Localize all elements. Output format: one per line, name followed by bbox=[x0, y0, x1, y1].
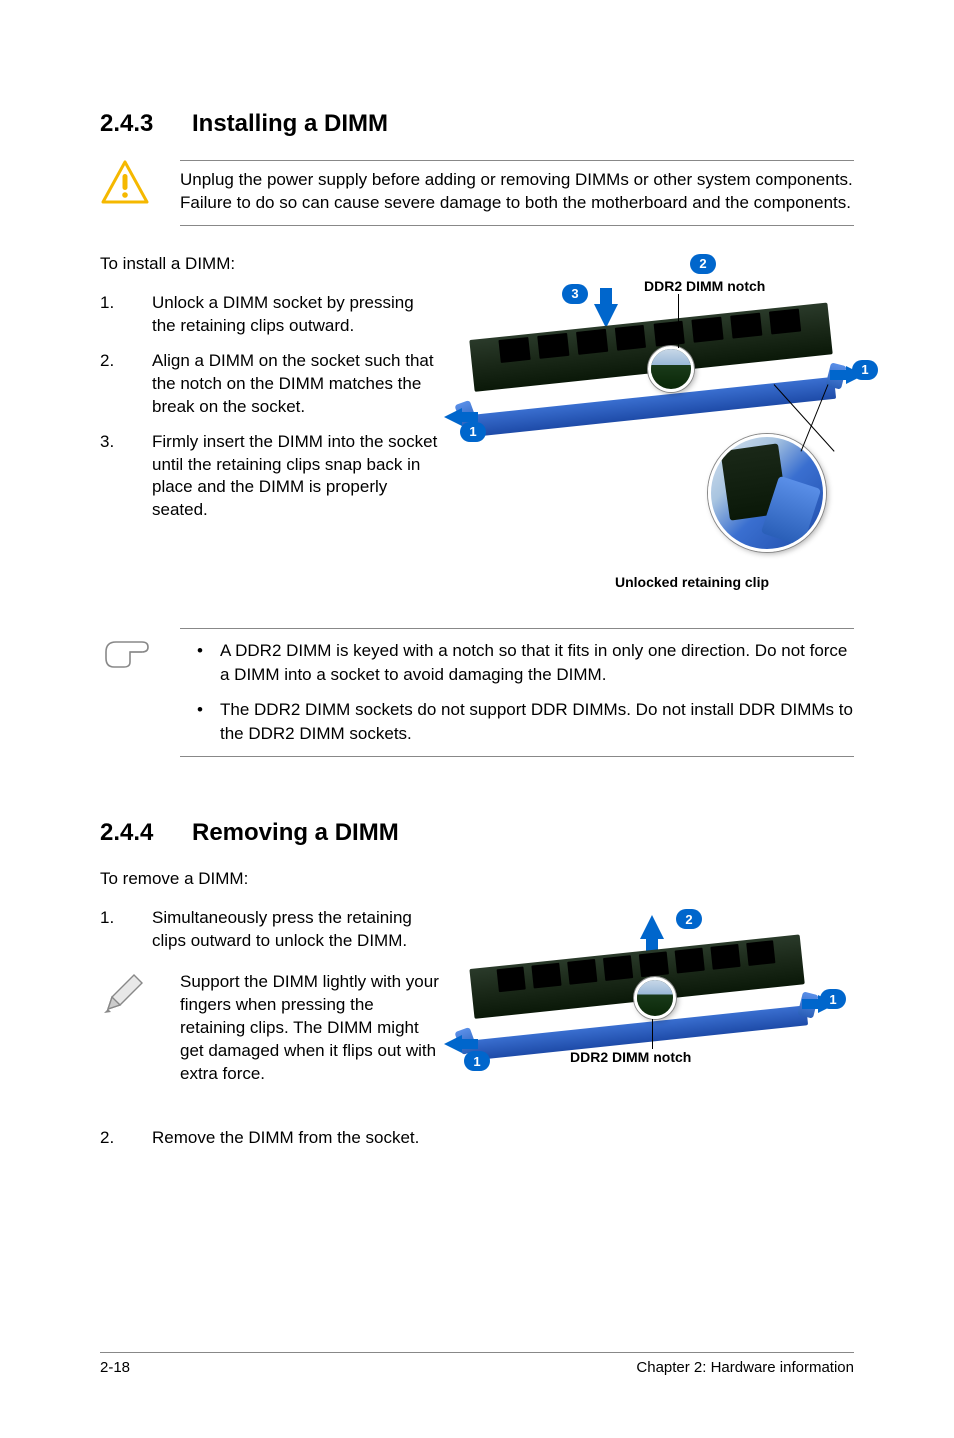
magnifier-clip bbox=[708, 434, 826, 552]
diagram-bubble-2: 2 bbox=[690, 254, 716, 274]
hand-point-icon bbox=[100, 634, 150, 670]
diagram-caption: Unlocked retaining clip bbox=[522, 574, 862, 590]
remove-intro: To remove a DIMM: bbox=[100, 869, 854, 889]
warning-callout: Unplug the power supply before adding or… bbox=[100, 160, 854, 226]
section-heading-install: 2.4.3Installing a DIMM bbox=[100, 110, 854, 138]
diagram-bubble-1-left: 1 bbox=[464, 1051, 490, 1071]
remove-diagram: 2 1 1 DDR2 bbox=[452, 907, 832, 1107]
remove-steps-2: Remove the DIMM from the socket. bbox=[100, 1127, 854, 1150]
notch-label: DDR2 DIMM notch bbox=[570, 1049, 691, 1065]
callout-line bbox=[652, 1019, 653, 1049]
arrow-up-icon bbox=[640, 915, 664, 939]
install-intro: To install a DIMM: bbox=[100, 254, 440, 274]
install-steps: Unlock a DIMM socket by pressing the ret… bbox=[100, 292, 440, 522]
arrow-left-icon bbox=[444, 408, 462, 426]
remove-steps-1: Simultaneously press the retaining clips… bbox=[100, 907, 440, 953]
arrow-left-icon bbox=[444, 1035, 462, 1053]
install-step: Align a DIMM on the socket such that the… bbox=[100, 350, 440, 419]
page-number: 2-18 bbox=[100, 1359, 130, 1376]
magnifier-notch bbox=[648, 346, 694, 392]
diagram-bubble-1-left: 1 bbox=[460, 422, 486, 442]
diagram-bubble-3: 3 bbox=[562, 284, 588, 304]
magnifier-notch bbox=[634, 977, 676, 1019]
pencil-note: Support the DIMM lightly with your finge… bbox=[100, 971, 440, 1086]
page-footer: 2-18 Chapter 2: Hardware information bbox=[100, 1352, 854, 1376]
section-number: 2.4.3 bbox=[100, 110, 192, 138]
warning-text: Unplug the power supply before adding or… bbox=[180, 160, 854, 226]
section-title: Installing a DIMM bbox=[192, 110, 388, 137]
section-number: 2.4.4 bbox=[100, 819, 192, 847]
remove-step: Simultaneously press the retaining clips… bbox=[100, 907, 440, 953]
note-item: A DDR2 DIMM is keyed with a notch so tha… bbox=[180, 639, 854, 687]
note-callout: A DDR2 DIMM is keyed with a notch so tha… bbox=[100, 628, 854, 757]
diagram-bubble-1-right: 1 bbox=[852, 360, 878, 380]
diagram-bubble-1-right: 1 bbox=[820, 989, 846, 1009]
install-step: Unlock a DIMM socket by pressing the ret… bbox=[100, 292, 440, 338]
remove-step: Remove the DIMM from the socket. bbox=[100, 1127, 854, 1150]
notch-label: DDR2 DIMM notch bbox=[644, 278, 765, 294]
warning-icon bbox=[100, 160, 150, 206]
install-diagram: 2 DDR2 DIMM notch 3 1 1 bbox=[452, 254, 862, 574]
section-title: Removing a DIMM bbox=[192, 819, 399, 846]
callout-line bbox=[678, 294, 679, 348]
section-heading-remove: 2.4.4Removing a DIMM bbox=[100, 819, 854, 847]
diagram-bubble-2: 2 bbox=[676, 909, 702, 929]
install-step: Firmly insert the DIMM into the socket u… bbox=[100, 431, 440, 523]
chapter-label: Chapter 2: Hardware information bbox=[636, 1359, 854, 1376]
pencil-note-text: Support the DIMM lightly with your finge… bbox=[180, 971, 440, 1086]
note-item: The DDR2 DIMM sockets do not support DDR… bbox=[180, 698, 854, 746]
pencil-icon bbox=[100, 971, 146, 1017]
